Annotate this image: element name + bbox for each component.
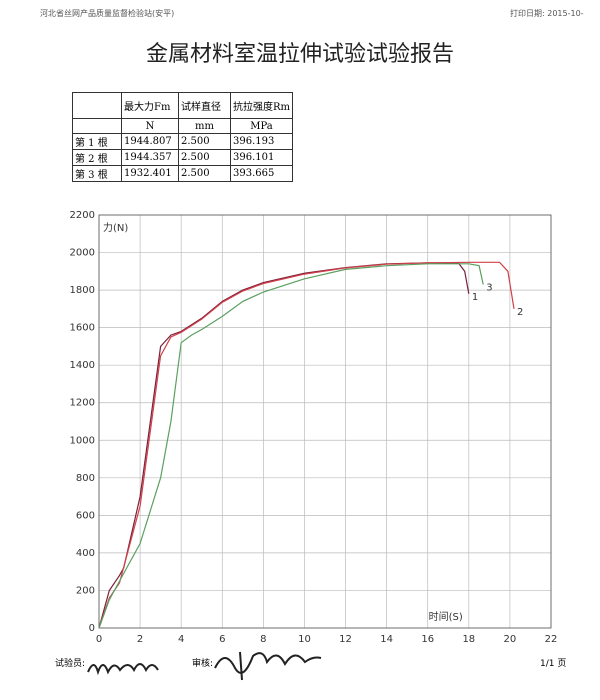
x-tick-label: 2 bbox=[137, 634, 143, 645]
x-tick-label: 22 bbox=[545, 634, 558, 645]
series-label: 3 bbox=[486, 282, 492, 293]
rows: 第 1 根 1944.807 2.500 396.193 第 2 根 1944.357 2.… bbox=[72, 133, 294, 182]
y-tick-label: 1800 bbox=[70, 285, 95, 296]
y-tick-label: 1400 bbox=[70, 360, 95, 371]
plot-frame bbox=[98, 214, 552, 629]
x-axis-label: 时间(S) bbox=[429, 610, 463, 623]
y-axis-label: 力(N) bbox=[103, 221, 128, 234]
series-line bbox=[98, 261, 515, 629]
reviewer-label: 审核: bbox=[192, 659, 214, 669]
x-tick-label: 0 bbox=[96, 634, 102, 645]
x-tick-label: 14 bbox=[380, 634, 393, 645]
row: 第 1 根 1944.807 2.500 396.193 bbox=[72, 133, 294, 150]
y-tick-label: 2000 bbox=[70, 248, 95, 259]
series-line bbox=[98, 262, 470, 629]
x-tick-label: 8 bbox=[260, 634, 266, 645]
y-tick-label: 0 bbox=[89, 623, 95, 634]
x-tick-label: 16 bbox=[421, 634, 434, 645]
page-number: 1/1 页 bbox=[540, 659, 567, 669]
x-tick-label: 12 bbox=[339, 634, 352, 645]
title: 金属材料室温拉伸试验试验报告 bbox=[145, 42, 454, 67]
y-tick-label: 600 bbox=[76, 510, 95, 521]
result-table: 最大力Fm 试样直径 抗拉强度Rm N mm MPa 第 1 根 1944.807… bbox=[72, 92, 294, 182]
print-date: 打印日期: 2015-10- bbox=[510, 9, 584, 18]
y-tick-label: 2200 bbox=[70, 210, 95, 221]
y-tick-label: 200 bbox=[76, 585, 95, 596]
y-tick-label: 800 bbox=[76, 473, 95, 484]
x-tick-label: 20 bbox=[504, 634, 517, 645]
x-tick-label: 6 bbox=[219, 634, 225, 645]
cell: 393.665 bbox=[229, 165, 294, 182]
tester-label: 试验员: bbox=[55, 659, 86, 669]
series-label: 1 bbox=[472, 292, 478, 303]
series-label: 2 bbox=[517, 307, 523, 318]
signature bbox=[87, 663, 159, 676]
y-tick-label: 1000 bbox=[70, 435, 95, 446]
org: 河北省丝网产品质量监督检验站(安平) bbox=[40, 9, 175, 18]
x-tick-label: 10 bbox=[298, 634, 311, 645]
x-tick-label: 18 bbox=[462, 634, 475, 645]
y-tick-label: 400 bbox=[76, 548, 95, 559]
y-tick-label: 1600 bbox=[70, 323, 95, 334]
row-label: 第 3 根 bbox=[72, 165, 122, 182]
x-tick-label: 4 bbox=[178, 634, 184, 645]
y-tick-label: 1200 bbox=[70, 398, 95, 409]
row: 第 3 根 1932.401 2.500 393.665 bbox=[72, 165, 294, 182]
column-header: 最大力Fm bbox=[121, 92, 179, 119]
series-line bbox=[98, 263, 484, 629]
row: 第 2 根 1944.357 2.500 396.101 bbox=[72, 149, 294, 166]
signature bbox=[214, 651, 322, 681]
